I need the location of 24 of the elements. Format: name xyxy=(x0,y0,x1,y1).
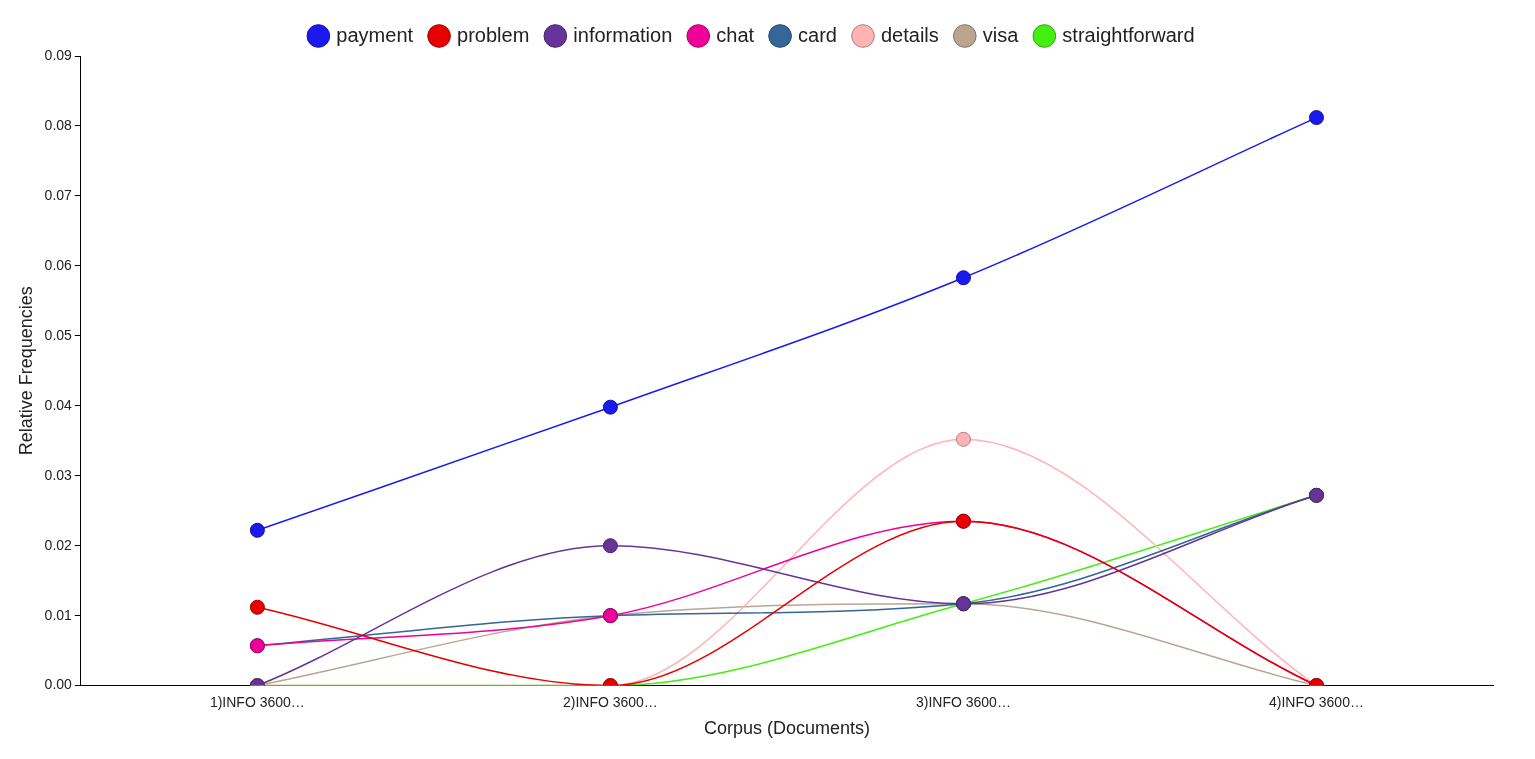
y-tick-label: 0.07 xyxy=(44,186,73,203)
legend-label: problem xyxy=(457,23,530,46)
x-tick-label: 4)INFO 3600… xyxy=(1269,693,1364,710)
legend-label: straightforward xyxy=(1062,23,1195,46)
y-tick-label: 0.02 xyxy=(44,536,73,553)
y-tick-label: 0.08 xyxy=(44,116,73,133)
y-tick-label: 0.03 xyxy=(44,466,73,483)
x-tick-label: 1)INFO 3600… xyxy=(209,693,305,710)
legend-label: information xyxy=(573,23,673,46)
legend-label: payment xyxy=(336,23,414,46)
y-tick-label: 0.06 xyxy=(44,256,73,273)
y-tick-label: 0.00 xyxy=(44,676,73,693)
legend-label: chat xyxy=(716,23,755,46)
legend-label: card xyxy=(798,23,837,46)
x-tick-label: 2)INFO 3600… xyxy=(562,693,658,710)
y-tick-label: 0.04 xyxy=(44,396,73,413)
y-tick-label: 0.01 xyxy=(44,606,73,623)
y-tick-label: 0.05 xyxy=(44,326,73,343)
y-axis-title: Relative Frequencies xyxy=(15,286,36,456)
legend-label: visa xyxy=(982,23,1020,46)
y-tick-label: 0.09 xyxy=(44,46,73,63)
x-tick-label: 3)INFO 3600… xyxy=(915,693,1011,710)
legend-label: details xyxy=(880,23,939,46)
x-axis-title: Corpus (Documents) xyxy=(703,718,870,739)
